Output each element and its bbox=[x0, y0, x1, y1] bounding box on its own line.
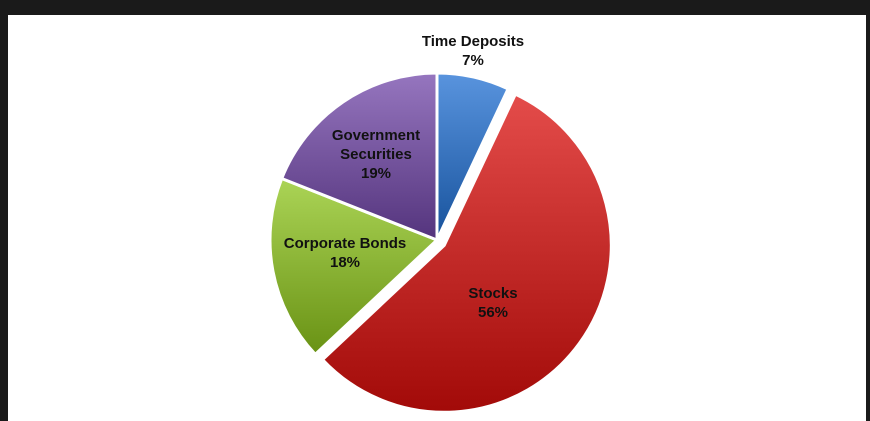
pie-slice-government-securities bbox=[280, 71, 439, 242]
slice-label-corporate-bonds: Corporate Bonds 18% bbox=[284, 235, 407, 271]
right-border-rule bbox=[866, 0, 870, 421]
slice-label-time-deposits: Time Deposits 7% bbox=[422, 33, 524, 69]
slice-label-government-securities: Government Securities 19% bbox=[332, 127, 420, 182]
left-border-rule bbox=[0, 0, 8, 421]
pie-slice-stocks bbox=[321, 92, 613, 414]
top-border-bar bbox=[0, 0, 870, 15]
slice-label-stocks: Stocks 56% bbox=[468, 285, 517, 321]
pie-slice-corporate-bonds bbox=[268, 177, 439, 356]
